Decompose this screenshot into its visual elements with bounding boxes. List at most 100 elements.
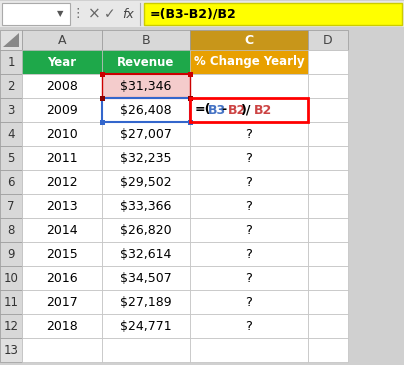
Text: 2016: 2016 <box>46 272 78 284</box>
Text: 7: 7 <box>7 200 15 212</box>
Bar <box>102 122 190 146</box>
Text: 10: 10 <box>4 272 19 284</box>
Bar <box>190 242 308 266</box>
Bar <box>190 122 308 146</box>
Bar <box>22 50 102 74</box>
Text: $24,771: $24,771 <box>120 319 172 333</box>
Text: 13: 13 <box>4 343 19 357</box>
Polygon shape <box>3 33 19 47</box>
Bar <box>22 122 102 146</box>
Text: $31,346: $31,346 <box>120 80 172 92</box>
Text: $27,189: $27,189 <box>120 296 172 308</box>
Bar <box>102 338 190 362</box>
Bar <box>0 338 22 362</box>
Text: $26,820: $26,820 <box>120 223 172 237</box>
Bar <box>22 218 102 242</box>
Text: ?: ? <box>246 176 252 188</box>
Text: 2018: 2018 <box>46 319 78 333</box>
Text: 2017: 2017 <box>46 296 78 308</box>
Text: ×: × <box>88 7 100 22</box>
Bar <box>22 146 102 170</box>
Text: D: D <box>323 34 333 46</box>
Bar <box>188 96 193 101</box>
Bar <box>308 314 348 338</box>
Bar <box>190 170 308 194</box>
Bar <box>22 170 102 194</box>
Bar <box>2 3 70 25</box>
Bar <box>308 266 348 290</box>
Text: fx: fx <box>122 8 134 20</box>
Text: 2: 2 <box>7 80 15 92</box>
Text: 1: 1 <box>7 55 15 69</box>
Text: B: B <box>142 34 150 46</box>
Text: 12: 12 <box>4 319 19 333</box>
Text: 4: 4 <box>7 127 15 141</box>
Bar <box>22 74 102 98</box>
Bar <box>22 314 102 338</box>
Bar <box>190 290 308 314</box>
Bar <box>188 72 193 77</box>
Text: B2: B2 <box>227 104 246 116</box>
Text: 2010: 2010 <box>46 127 78 141</box>
Text: % Change Yearly: % Change Yearly <box>194 55 304 69</box>
Text: =(B3-B2)/B2: =(B3-B2)/B2 <box>150 8 237 20</box>
Bar <box>0 290 22 314</box>
Bar <box>0 170 22 194</box>
Bar <box>308 98 348 122</box>
Bar <box>308 30 348 50</box>
Bar <box>308 146 348 170</box>
Bar <box>308 194 348 218</box>
Bar <box>100 120 105 125</box>
Text: 2009: 2009 <box>46 104 78 116</box>
Text: ?: ? <box>246 247 252 261</box>
Text: B3: B3 <box>208 104 226 116</box>
Text: ?: ? <box>246 151 252 165</box>
Text: 2012: 2012 <box>46 176 78 188</box>
Bar <box>190 314 308 338</box>
Bar <box>102 266 190 290</box>
Bar <box>190 194 308 218</box>
Bar <box>22 290 102 314</box>
Text: ✓: ✓ <box>104 7 116 21</box>
Text: $34,507: $34,507 <box>120 272 172 284</box>
Text: -: - <box>221 104 226 116</box>
Bar <box>308 242 348 266</box>
Bar <box>308 290 348 314</box>
Bar <box>102 50 190 74</box>
Bar <box>22 338 102 362</box>
Bar <box>102 314 190 338</box>
Bar <box>308 74 348 98</box>
Text: B2: B2 <box>253 104 272 116</box>
Text: 9: 9 <box>7 247 15 261</box>
Text: Revenue: Revenue <box>117 55 175 69</box>
Bar <box>308 338 348 362</box>
Bar <box>102 170 190 194</box>
Text: ⋮: ⋮ <box>72 8 84 20</box>
Text: ▼: ▼ <box>57 9 63 19</box>
Bar <box>22 98 102 122</box>
Text: 5: 5 <box>7 151 15 165</box>
Text: A: A <box>58 34 66 46</box>
Bar <box>102 194 190 218</box>
Bar <box>102 30 190 50</box>
Bar <box>22 194 102 218</box>
Text: 2014: 2014 <box>46 223 78 237</box>
Text: 11: 11 <box>4 296 19 308</box>
Text: )/: )/ <box>240 104 251 116</box>
Text: 2013: 2013 <box>46 200 78 212</box>
Bar <box>102 98 190 122</box>
Text: C: C <box>244 34 254 46</box>
Bar <box>0 146 22 170</box>
Text: ?: ? <box>246 296 252 308</box>
Bar <box>308 50 348 74</box>
Text: 2011: 2011 <box>46 151 78 165</box>
Bar <box>190 338 308 362</box>
Text: 2008: 2008 <box>46 80 78 92</box>
Bar <box>22 30 102 50</box>
Bar <box>100 96 105 101</box>
Bar <box>0 1 404 27</box>
Bar <box>102 98 190 122</box>
Bar <box>190 50 308 74</box>
Bar <box>190 74 308 98</box>
Text: $29,502: $29,502 <box>120 176 172 188</box>
